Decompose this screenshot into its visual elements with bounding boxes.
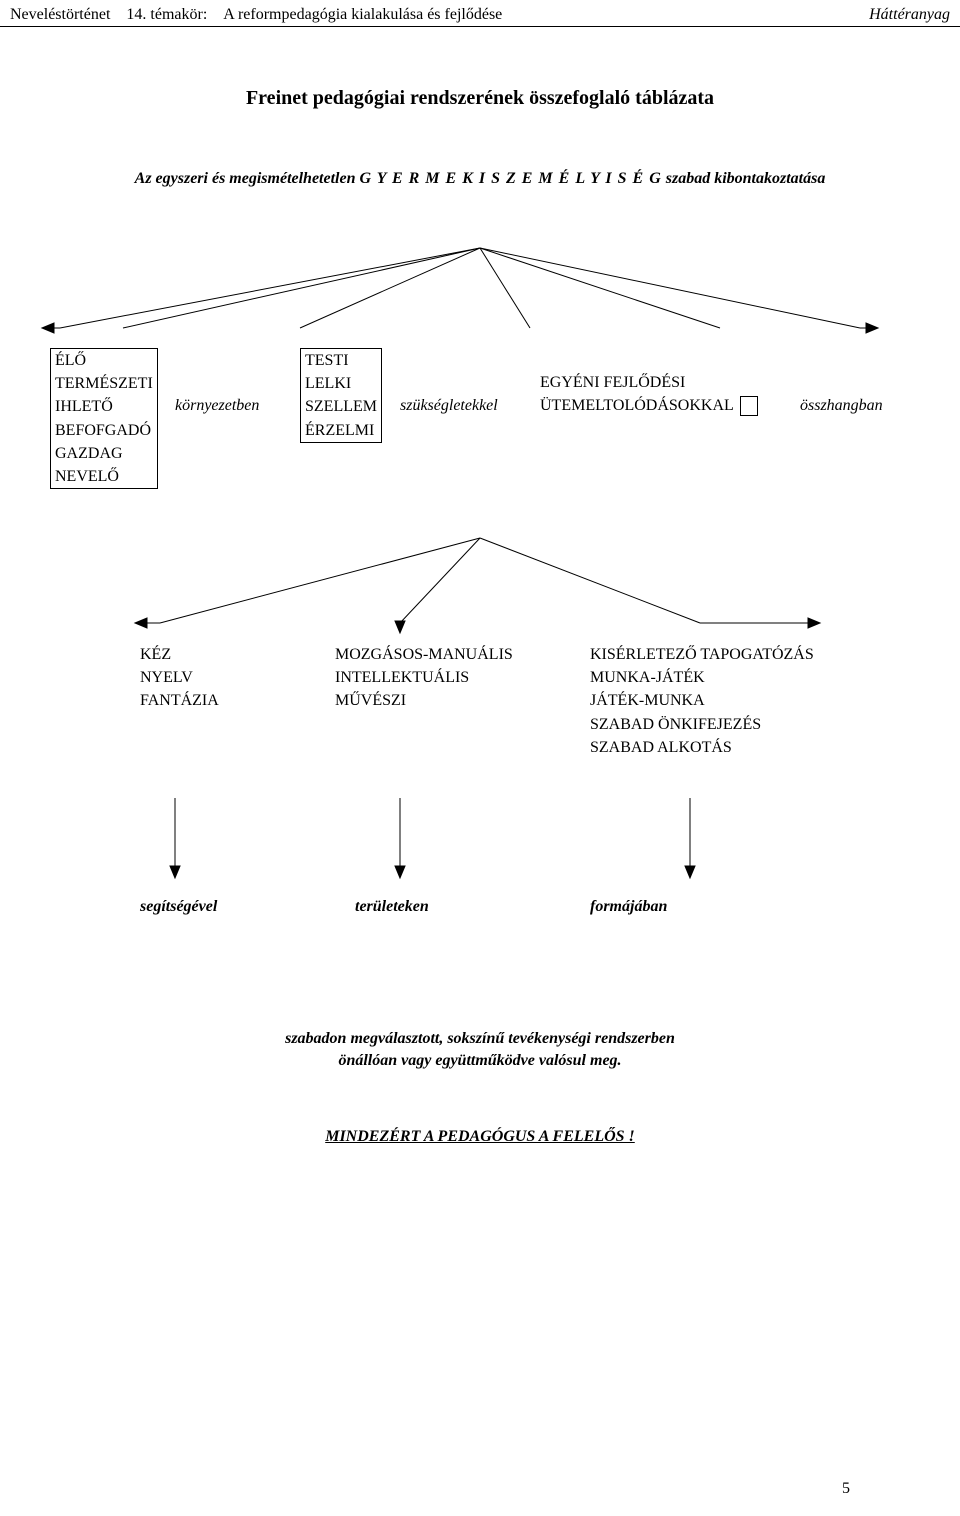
subtitle-lead: Az egyszeri és megismételhetetlen <box>135 170 360 187</box>
sec2-col2-l1: INTELLEKTUÁLIS <box>335 666 513 689</box>
tree-svg-1 <box>0 228 960 348</box>
sec3-lbl1: segítségével <box>140 898 217 916</box>
sec3-lbl2: területeken <box>355 898 429 916</box>
bottom-line2: önállóan vagy együttműködve valósul meg. <box>0 1050 960 1072</box>
header-center: A reformpedagógia kialakulása és fejlődé… <box>223 6 502 24</box>
sec1-col3-box: TESTI LELKI SZELLEM ÉRZELMI <box>300 348 382 443</box>
sec2-col3: KISÉRLETEZŐ TAPOGATÓZÁS MUNKA-JÁTÉK JÁTÉ… <box>590 643 814 759</box>
tree-svg-2 <box>0 528 960 643</box>
arrows-svg-3 <box>0 788 960 888</box>
sec2-col3-l0: KISÉRLETEZŐ TAPOGATÓZÁS <box>590 643 814 666</box>
sec2-col2-l0: MOZGÁSOS-MANUÁLIS <box>335 643 513 666</box>
subtitle: Az egyszeri és megismételhetetlen G Y E … <box>0 170 960 188</box>
header-left-2: 14. témakör: <box>126 6 207 24</box>
sec1-col5-l1: EGYÉNI FEJLŐDÉSI <box>540 371 758 394</box>
sec1-col1-l0: ÉLŐ <box>55 349 153 372</box>
sec3-lbl3: formájában <box>590 898 667 916</box>
sec2-col3-l3: SZABAD ÖNKIFEJEZÉS <box>590 713 814 736</box>
sec2-col1-l0: KÉZ <box>140 643 219 666</box>
sec2-col3-l4: SZABAD ALKOTÁS <box>590 736 814 759</box>
sec1-col4-text: szükségletekkel <box>400 394 498 417</box>
sec1-col5-l2-row: ÜTEMELTOLÓDÁSOKKAL <box>540 394 758 417</box>
sec1-col3-l2: SZELLEM <box>305 395 377 418</box>
sec1-col6: összhangban <box>800 348 883 418</box>
sec1-col1-box: ÉLŐ TERMÉSZETI IHLETŐ BEFOFGADÓ GAZDAG N… <box>50 348 158 489</box>
subtitle-spaced: G Y E R M E K I S Z E M É L Y I S É G <box>360 170 662 187</box>
sec1-col2-text: környezetben <box>175 394 259 417</box>
page-number: 5 <box>842 1480 850 1498</box>
sec2-col3-l2: JÁTÉK-MUNKA <box>590 689 814 712</box>
sec1-col1-l3: BEFOFGADÓ <box>55 419 153 442</box>
sec1-col1-l4: GAZDAG <box>55 442 153 465</box>
sec2-col2: MOZGÁSOS-MANUÁLIS INTELLEKTUÁLIS MŰVÉSZI <box>335 643 513 713</box>
sec2-col2-l2: MŰVÉSZI <box>335 689 513 712</box>
sec1-col4: szükségletekkel <box>400 348 498 418</box>
sec1-col3-l3: ÉRZELMI <box>305 419 377 442</box>
sec1-col5-small-box <box>740 396 758 416</box>
sec1-col3-l0: TESTI <box>305 349 377 372</box>
diagram-section-3: segítségével területeken formájában <box>0 788 960 968</box>
subtitle-tail: szabad kibontakoztatása <box>666 170 826 187</box>
header-rule <box>0 26 960 27</box>
sec1-col3-l1: LELKI <box>305 372 377 395</box>
sec1-col2: környezetben <box>175 348 259 418</box>
diagram-section-2: KÉZ NYELV FANTÁZIA MOZGÁSOS-MANUÁLIS INT… <box>0 528 960 788</box>
sec1-col1-l2: IHLETŐ <box>55 395 153 418</box>
bottom-line1: szabadon megválasztott, sokszínű tevéken… <box>0 1028 960 1050</box>
sec1-col5-l2: ÜTEMELTOLÓDÁSOKKAL <box>540 394 734 417</box>
sec2-col1: KÉZ NYELV FANTÁZIA <box>140 643 219 713</box>
page-title: Freinet pedagógiai rendszerének összefog… <box>0 87 960 110</box>
sec1-col5: EGYÉNI FEJLŐDÉSI ÜTEMELTOLÓDÁSOKKAL <box>540 348 758 418</box>
bottom-block: szabadon megválasztott, sokszínű tevéken… <box>0 1028 960 1073</box>
header-right: Háttéranyag <box>869 6 950 24</box>
page: Neveléstörténet 14. témakör: A reformped… <box>0 0 960 1516</box>
sec1-col6-text: összhangban <box>800 394 883 417</box>
sec1-col1-l5: NEVELŐ <box>55 465 153 488</box>
final-line: MINDEZÉRT A PEDAGÓGUS A FELELŐS ! <box>0 1128 960 1146</box>
diagram-section-1: ÉLŐ TERMÉSZETI IHLETŐ BEFOFGADÓ GAZDAG N… <box>0 228 960 488</box>
sec1-col1-l1: TERMÉSZETI <box>55 372 153 395</box>
sec2-col1-l1: NYELV <box>140 666 219 689</box>
sec2-col1-l2: FANTÁZIA <box>140 689 219 712</box>
header-left-1: Neveléstörténet <box>10 6 110 24</box>
page-header: Neveléstörténet 14. témakör: A reformped… <box>0 0 960 26</box>
header-left: Neveléstörténet 14. témakör: A reformped… <box>10 6 502 24</box>
sec2-col3-l1: MUNKA-JÁTÉK <box>590 666 814 689</box>
